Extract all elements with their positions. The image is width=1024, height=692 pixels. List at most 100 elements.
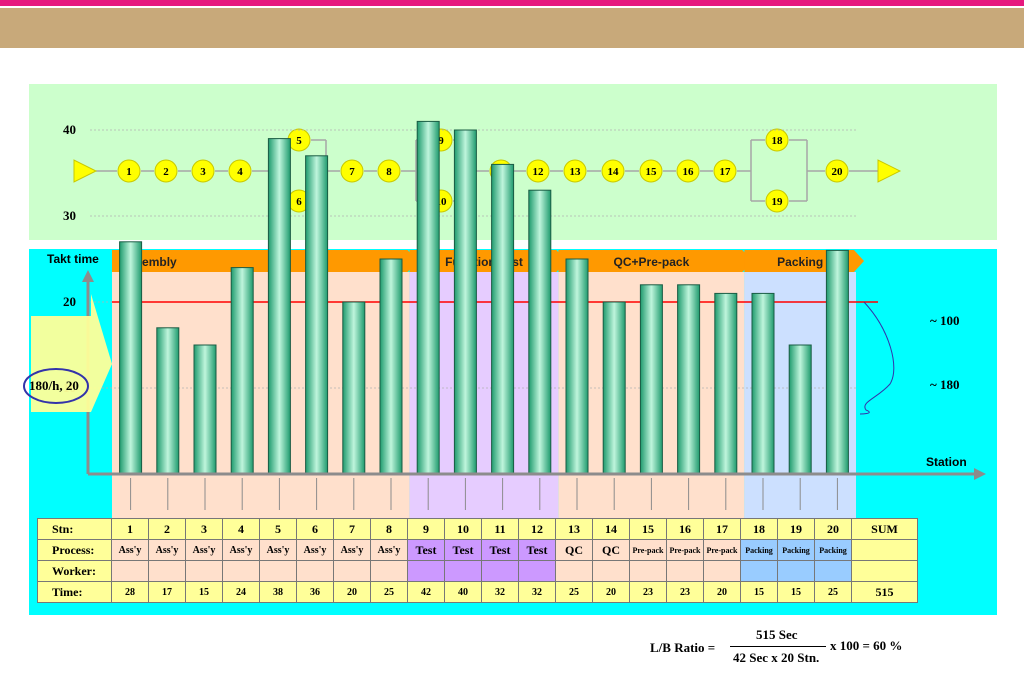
- table-row-time: Time: 28 17 15 24 38 36 20 25 42 40 32 32 25 20 23 23 20 1…: [37, 581, 918, 603]
- y-tick-40: 40: [63, 122, 76, 137]
- flow-node-16: 16: [676, 159, 700, 183]
- stn-cell: 15: [629, 518, 667, 540]
- time-cell: 23: [666, 581, 704, 603]
- flow-node-18: 18: [765, 128, 789, 152]
- stn-cell: 10: [444, 518, 482, 540]
- process-cell: QC: [592, 539, 630, 561]
- worker-cell: [259, 560, 297, 582]
- stn-cell: 7: [333, 518, 371, 540]
- bar-station-19: [788, 344, 812, 475]
- bar-station-17: [714, 292, 738, 475]
- process-cell: Ass'y: [148, 539, 186, 561]
- bar-station-13: [565, 258, 589, 475]
- process-cell: Packing: [777, 539, 815, 561]
- time-cell: 20: [592, 581, 630, 603]
- process-cell: Ass'y: [296, 539, 334, 561]
- formula-numerator: 515 Sec: [756, 627, 798, 642]
- row-label-stn: Stn:: [37, 518, 112, 540]
- top-accent-line: [0, 0, 1024, 6]
- bar-station-15: [639, 284, 663, 475]
- time-cell: 24: [222, 581, 260, 603]
- table-row-stn: Stn: 1 2 3 4 5 6 7 8 9 10 11 12 13 14 15 16 17 18 19 20 SUM: [37, 518, 918, 540]
- bar-station-3: [193, 344, 217, 475]
- stn-cell: 1: [111, 518, 149, 540]
- time-cell: 36: [296, 581, 334, 603]
- flow-node-8: 8: [377, 159, 401, 183]
- flow-node-4: 4: [228, 159, 252, 183]
- row-label-time: Time:: [37, 581, 112, 603]
- flow-node-20: 20: [825, 159, 849, 183]
- flow-node-label: 4: [237, 166, 243, 178]
- flow-node-label: 6: [296, 196, 302, 208]
- time-cell: 42: [407, 581, 445, 603]
- section-banner-3: [558, 250, 753, 272]
- distribution-curve: [859, 301, 895, 415]
- worker-cell: [185, 560, 223, 582]
- time-cell: 38: [259, 581, 297, 603]
- right-label-100: ~ 100: [930, 313, 960, 328]
- section-label-3: QC+Pre-pack: [614, 255, 690, 269]
- flow-node-label: 18: [772, 135, 784, 147]
- row-label-process: Process:: [37, 539, 112, 561]
- time-cell: 25: [370, 581, 408, 603]
- station-table: Stn: 1 2 3 4 5 6 7 8 9 10 11 12 13 14 15 16 17 18 19 20 SUM Pr…: [37, 518, 918, 603]
- formula-fraction-line: [730, 646, 826, 647]
- bar-station-6: [305, 155, 329, 475]
- x-axis-label: Station: [926, 455, 967, 469]
- process-cell: Ass'y: [259, 539, 297, 561]
- stn-cell: 18: [740, 518, 778, 540]
- flow-node-label: 3: [200, 166, 206, 178]
- time-cell: 20: [703, 581, 741, 603]
- bar-station-1: [119, 241, 143, 475]
- flow-node-1: 1: [117, 159, 141, 183]
- worker-cell: [296, 560, 334, 582]
- process-cell: Pre-pack: [703, 539, 741, 561]
- stn-cell: 3: [185, 518, 223, 540]
- process-cell: Ass'y: [222, 539, 260, 561]
- flow-node-label: 15: [646, 166, 658, 178]
- process-cell: Packing: [814, 539, 852, 561]
- bar-station-20: [825, 249, 849, 475]
- process-cell: Test: [518, 539, 556, 561]
- worker-cell: [592, 560, 630, 582]
- stn-cell: 11: [481, 518, 519, 540]
- bar-station-11: [491, 163, 515, 475]
- time-cell: 15: [185, 581, 223, 603]
- stn-cell: 19: [777, 518, 815, 540]
- flow-node-label: 16: [683, 166, 695, 178]
- takt-value-ellipse: [23, 368, 89, 404]
- flow-node-label: 1: [126, 166, 132, 178]
- flow-node-label: 19: [772, 196, 784, 208]
- flow-node-19: 19: [765, 189, 789, 213]
- stn-cell: 14: [592, 518, 630, 540]
- time-cell: 17: [148, 581, 186, 603]
- process-cell: QC: [555, 539, 593, 561]
- worker-cell: [518, 560, 556, 582]
- formula-denominator: 42 Sec x 20 Stn.: [733, 650, 820, 665]
- bar-station-16: [677, 284, 701, 475]
- stn-cell: 8: [370, 518, 408, 540]
- table-row-worker: Worker:: [37, 560, 918, 582]
- takt-value-label: 180/h, 20: [29, 378, 79, 393]
- stn-cell: 16: [666, 518, 704, 540]
- flow-node-2: 2: [154, 159, 178, 183]
- worker-cell: [481, 560, 519, 582]
- flow-node-label: 7: [349, 166, 355, 178]
- process-cell: Ass'y: [111, 539, 149, 561]
- time-cell: 28: [111, 581, 149, 603]
- flow-node-15: 15: [639, 159, 663, 183]
- bar-station-2: [156, 327, 180, 475]
- flow-end-triangle: [877, 159, 902, 183]
- flow-node-label: 10: [436, 196, 448, 208]
- flow-node-label: 13: [570, 166, 582, 178]
- sum-empty: [851, 560, 918, 582]
- process-cell: Ass'y: [185, 539, 223, 561]
- time-cell: 25: [555, 581, 593, 603]
- process-cell: Test: [444, 539, 482, 561]
- process-cell: Ass'y: [333, 539, 371, 561]
- time-cell: 23: [629, 581, 667, 603]
- time-cell: 32: [518, 581, 556, 603]
- flow-node-3: 3: [191, 159, 215, 183]
- y-axis-arrow: [82, 270, 94, 282]
